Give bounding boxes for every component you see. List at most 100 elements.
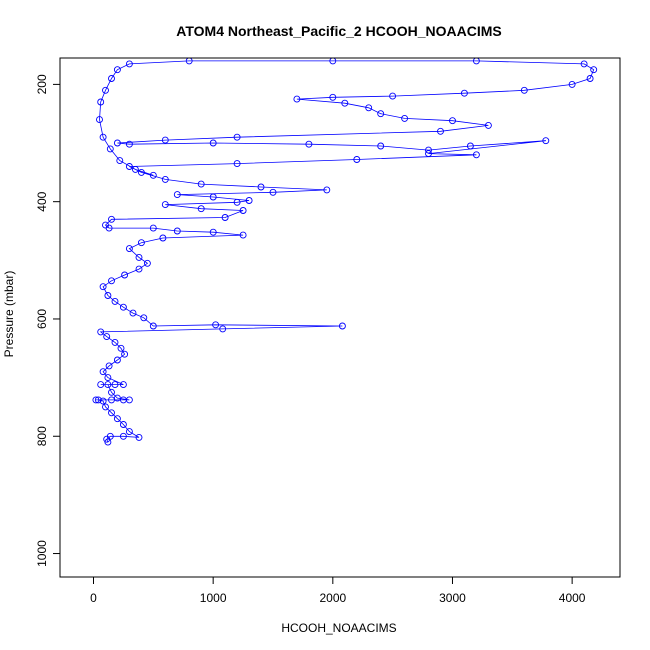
data-point — [113, 139, 121, 147]
data-point — [212, 321, 220, 329]
data-point — [125, 396, 133, 404]
data-point — [119, 381, 127, 389]
data-point — [568, 80, 576, 88]
data-point — [520, 86, 528, 94]
data-point — [103, 333, 111, 341]
data-point — [99, 283, 107, 291]
data-point — [125, 163, 133, 170]
data-point — [92, 396, 100, 404]
data-point — [353, 156, 361, 163]
data-point — [97, 98, 105, 106]
data-point — [542, 137, 550, 145]
data-point — [377, 142, 385, 150]
data-point — [97, 328, 105, 336]
data-point — [209, 193, 217, 201]
data-point — [99, 368, 107, 376]
data-point — [131, 165, 139, 173]
data-point — [221, 214, 229, 221]
y-axis-label: Pressure (mbar) — [2, 271, 16, 358]
data-point — [173, 191, 181, 199]
data-point — [293, 95, 301, 103]
data-point — [135, 265, 143, 273]
data-point — [143, 259, 151, 267]
data-point — [233, 160, 241, 168]
data-point — [105, 362, 113, 370]
data-point — [472, 151, 480, 159]
data-point — [466, 142, 474, 150]
data-point — [338, 322, 346, 330]
data-point — [117, 344, 125, 352]
data-point — [233, 198, 241, 206]
data-point — [323, 186, 331, 194]
data-point — [239, 207, 247, 214]
y-tick-label: 400 — [35, 191, 49, 211]
data-point — [329, 93, 337, 101]
x-tick-label: 4000 — [559, 591, 586, 605]
data-point — [121, 350, 129, 358]
data-point — [121, 271, 129, 279]
data-point — [94, 396, 102, 404]
data-point — [135, 253, 143, 261]
data-point — [106, 432, 114, 440]
data-point — [111, 297, 119, 305]
data-point — [102, 403, 109, 411]
data-point — [590, 66, 598, 74]
data-point — [161, 201, 169, 209]
data-point — [119, 421, 127, 428]
data-point — [219, 325, 227, 333]
data-point — [401, 114, 409, 122]
data-point — [113, 394, 121, 402]
chart-title: ATOM4 Northeast_Pacific_2 HCOOH_NOAACIMS — [176, 23, 501, 39]
data-point — [365, 104, 373, 112]
data-point — [460, 89, 468, 97]
data-point — [108, 75, 115, 82]
x-axis-label: HCOOH_NOAACIMS — [281, 621, 396, 635]
data-point — [99, 397, 107, 405]
data-point — [104, 292, 112, 299]
data-point — [484, 121, 492, 129]
x-axis: 0 1000 2000 3000 4000 — [90, 576, 586, 605]
data-point — [96, 116, 103, 124]
data-point — [161, 136, 169, 144]
data-point — [108, 409, 115, 417]
y-tick-label: 800 — [35, 426, 49, 446]
data-point — [97, 381, 105, 389]
data-point — [173, 227, 181, 235]
data-point — [125, 60, 133, 68]
data-point — [119, 432, 127, 440]
data-point — [257, 183, 265, 191]
data-point — [119, 303, 127, 311]
data-point — [197, 205, 205, 213]
y-tick-label: 600 — [35, 309, 49, 329]
data-point — [149, 224, 157, 232]
data-point — [108, 388, 115, 396]
data-point — [102, 86, 109, 94]
data-point — [108, 215, 115, 223]
data-point — [305, 140, 313, 148]
data-point — [111, 381, 119, 389]
data-point — [149, 171, 157, 179]
x-tick-label: 2000 — [319, 591, 346, 605]
data-point — [116, 157, 124, 165]
data-point — [108, 277, 115, 285]
data-point — [113, 66, 121, 74]
data-point — [239, 231, 247, 239]
x-tick-label: 1000 — [200, 591, 227, 605]
data-point — [197, 180, 205, 188]
data-point — [129, 309, 137, 317]
plot-area — [92, 57, 598, 446]
data-point — [113, 356, 121, 364]
data-point — [377, 110, 385, 118]
x-tick-label: 0 — [90, 591, 97, 605]
data-point — [137, 239, 145, 247]
data-point — [104, 381, 112, 389]
data-point — [437, 127, 444, 135]
data-point — [102, 221, 109, 229]
data-point — [106, 145, 114, 153]
data-point — [580, 60, 588, 68]
data-point — [233, 133, 241, 141]
data-point — [149, 322, 157, 330]
data-point — [125, 428, 133, 436]
